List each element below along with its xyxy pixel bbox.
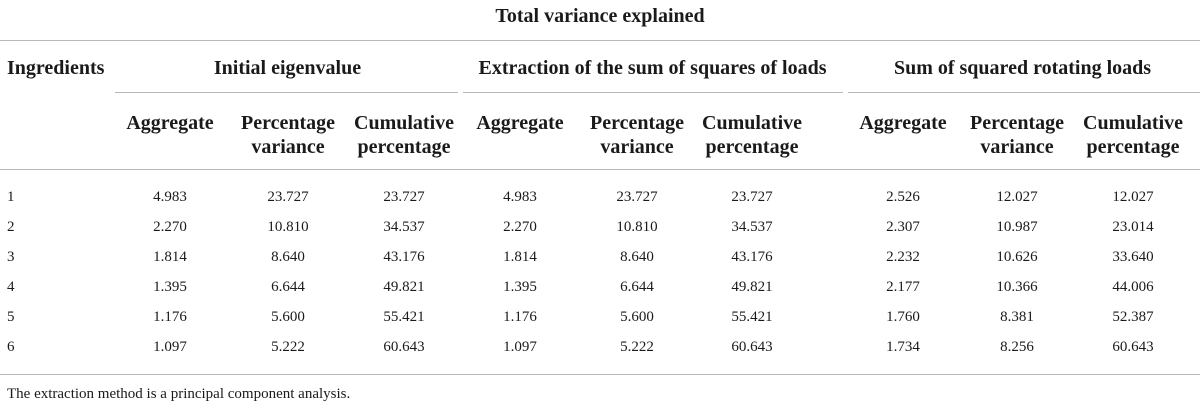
column-header-6: Cumulative percentage bbox=[687, 111, 817, 159]
table-cell: 23.727 bbox=[616, 189, 658, 205]
row-label: 3 bbox=[7, 249, 15, 265]
table-cell: 1.395 bbox=[153, 279, 187, 295]
group-header-extraction: Extraction of the sum of squares of load… bbox=[478, 57, 827, 79]
table-cell: 5.222 bbox=[271, 339, 305, 355]
row-label: 1 bbox=[7, 189, 15, 205]
table-cell: 10.810 bbox=[616, 219, 658, 235]
table-cell: 43.176 bbox=[383, 249, 425, 265]
table-cell: 33.640 bbox=[1112, 249, 1154, 265]
column-header-line: variance bbox=[600, 136, 674, 158]
table-cell: 5.600 bbox=[620, 309, 654, 325]
table-cell: 10.626 bbox=[996, 249, 1038, 265]
table-cell: 23.727 bbox=[383, 189, 425, 205]
column-header-line: variance bbox=[251, 136, 325, 158]
table-cell: 55.421 bbox=[383, 309, 425, 325]
group-underline-1 bbox=[115, 92, 458, 93]
row-label: 2 bbox=[7, 219, 15, 235]
table-title: Total variance explained bbox=[495, 5, 705, 27]
column-header-line: variance bbox=[980, 136, 1054, 158]
table-cell: 5.600 bbox=[271, 309, 305, 325]
group-underline-3 bbox=[848, 92, 1200, 93]
header-rule bbox=[0, 169, 1200, 170]
group-header-rotating: Sum of squared rotating loads bbox=[893, 57, 1152, 79]
table-cell: 8.256 bbox=[1000, 339, 1034, 355]
column-header-line: Aggregate bbox=[476, 112, 564, 134]
table-cell: 60.643 bbox=[731, 339, 773, 355]
table-cell: 10.366 bbox=[996, 279, 1038, 295]
table-cell: 8.381 bbox=[1000, 309, 1034, 325]
table-cell: 52.387 bbox=[1112, 309, 1154, 325]
group-header-initial-eigenvalue: Initial eigenvalue bbox=[213, 57, 362, 79]
table-cell: 43.176 bbox=[731, 249, 773, 265]
table-cell: 1.734 bbox=[886, 339, 920, 355]
column-header-line: Aggregate bbox=[126, 112, 214, 134]
table-cell: 8.640 bbox=[271, 249, 305, 265]
top-rule bbox=[0, 40, 1200, 41]
table-cell: 1.760 bbox=[886, 309, 920, 325]
table-cell: 2.177 bbox=[886, 279, 920, 295]
table-cell: 6.644 bbox=[620, 279, 654, 295]
column-header-5: Percentage variance bbox=[572, 111, 702, 159]
column-header-2: Percentage variance bbox=[223, 111, 353, 159]
table-cell: 10.987 bbox=[996, 219, 1038, 235]
table-cell: 4.983 bbox=[153, 189, 187, 205]
column-header-8: Percentage variance bbox=[952, 111, 1082, 159]
table-cell: 2.270 bbox=[153, 219, 187, 235]
table-cell: 34.537 bbox=[731, 219, 773, 235]
table-cell: 55.421 bbox=[731, 309, 773, 325]
group-underline-2 bbox=[463, 92, 843, 93]
table-cell: 44.006 bbox=[1112, 279, 1154, 295]
table-cell: 34.537 bbox=[383, 219, 425, 235]
table-cell: 10.810 bbox=[267, 219, 309, 235]
column-header-3: Cumulative percentage bbox=[339, 111, 469, 159]
table-cell: 60.643 bbox=[1112, 339, 1154, 355]
table-cell: 5.222 bbox=[620, 339, 654, 355]
table-cell: 12.027 bbox=[996, 189, 1038, 205]
table-cell: 2.526 bbox=[886, 189, 920, 205]
column-header-line: Percentage bbox=[969, 112, 1065, 134]
column-header-4: Aggregate bbox=[455, 111, 585, 135]
column-header-line: Percentage bbox=[240, 112, 336, 134]
table-cell: 8.640 bbox=[620, 249, 654, 265]
column-header-line: Cumulative bbox=[702, 112, 802, 134]
table-cell: 49.821 bbox=[383, 279, 425, 295]
column-header-7: Aggregate bbox=[838, 111, 968, 135]
table-footnote: The extraction method is a principal com… bbox=[7, 386, 351, 402]
table-cell: 2.232 bbox=[886, 249, 920, 265]
column-header-line: percentage bbox=[357, 136, 451, 158]
table-cell: 23.727 bbox=[731, 189, 773, 205]
row-header-ingredients: Ingredients bbox=[7, 57, 105, 79]
row-label: 6 bbox=[7, 339, 15, 355]
table-cell: 12.027 bbox=[1112, 189, 1154, 205]
column-header-1: Aggregate bbox=[105, 111, 235, 135]
column-header-line: Aggregate bbox=[859, 112, 947, 134]
column-header-line: percentage bbox=[705, 136, 799, 158]
table-cell: 23.014 bbox=[1112, 219, 1154, 235]
table-cell: 49.821 bbox=[731, 279, 773, 295]
bottom-rule bbox=[0, 374, 1200, 375]
row-label: 5 bbox=[7, 309, 15, 325]
column-header-line: Cumulative bbox=[354, 112, 454, 134]
column-header-line: percentage bbox=[1086, 136, 1180, 158]
table-cell: 60.643 bbox=[383, 339, 425, 355]
table-cell: 2.307 bbox=[886, 219, 920, 235]
column-header-line: Cumulative bbox=[1083, 112, 1183, 134]
table-cell: 2.270 bbox=[503, 219, 537, 235]
table-cell: 1.176 bbox=[503, 309, 537, 325]
column-header-line: Percentage bbox=[589, 112, 685, 134]
column-header-9: Cumulative percentage bbox=[1068, 111, 1198, 159]
table-cell: 4.983 bbox=[503, 189, 537, 205]
table-cell: 1.097 bbox=[503, 339, 537, 355]
table-cell: 1.814 bbox=[503, 249, 537, 265]
table-cell: 23.727 bbox=[267, 189, 309, 205]
table-cell: 1.395 bbox=[503, 279, 537, 295]
table-cell: 1.176 bbox=[153, 309, 187, 325]
table-cell: 6.644 bbox=[271, 279, 305, 295]
row-label: 4 bbox=[7, 279, 15, 295]
table-cell: 1.097 bbox=[153, 339, 187, 355]
table-cell: 1.814 bbox=[153, 249, 187, 265]
